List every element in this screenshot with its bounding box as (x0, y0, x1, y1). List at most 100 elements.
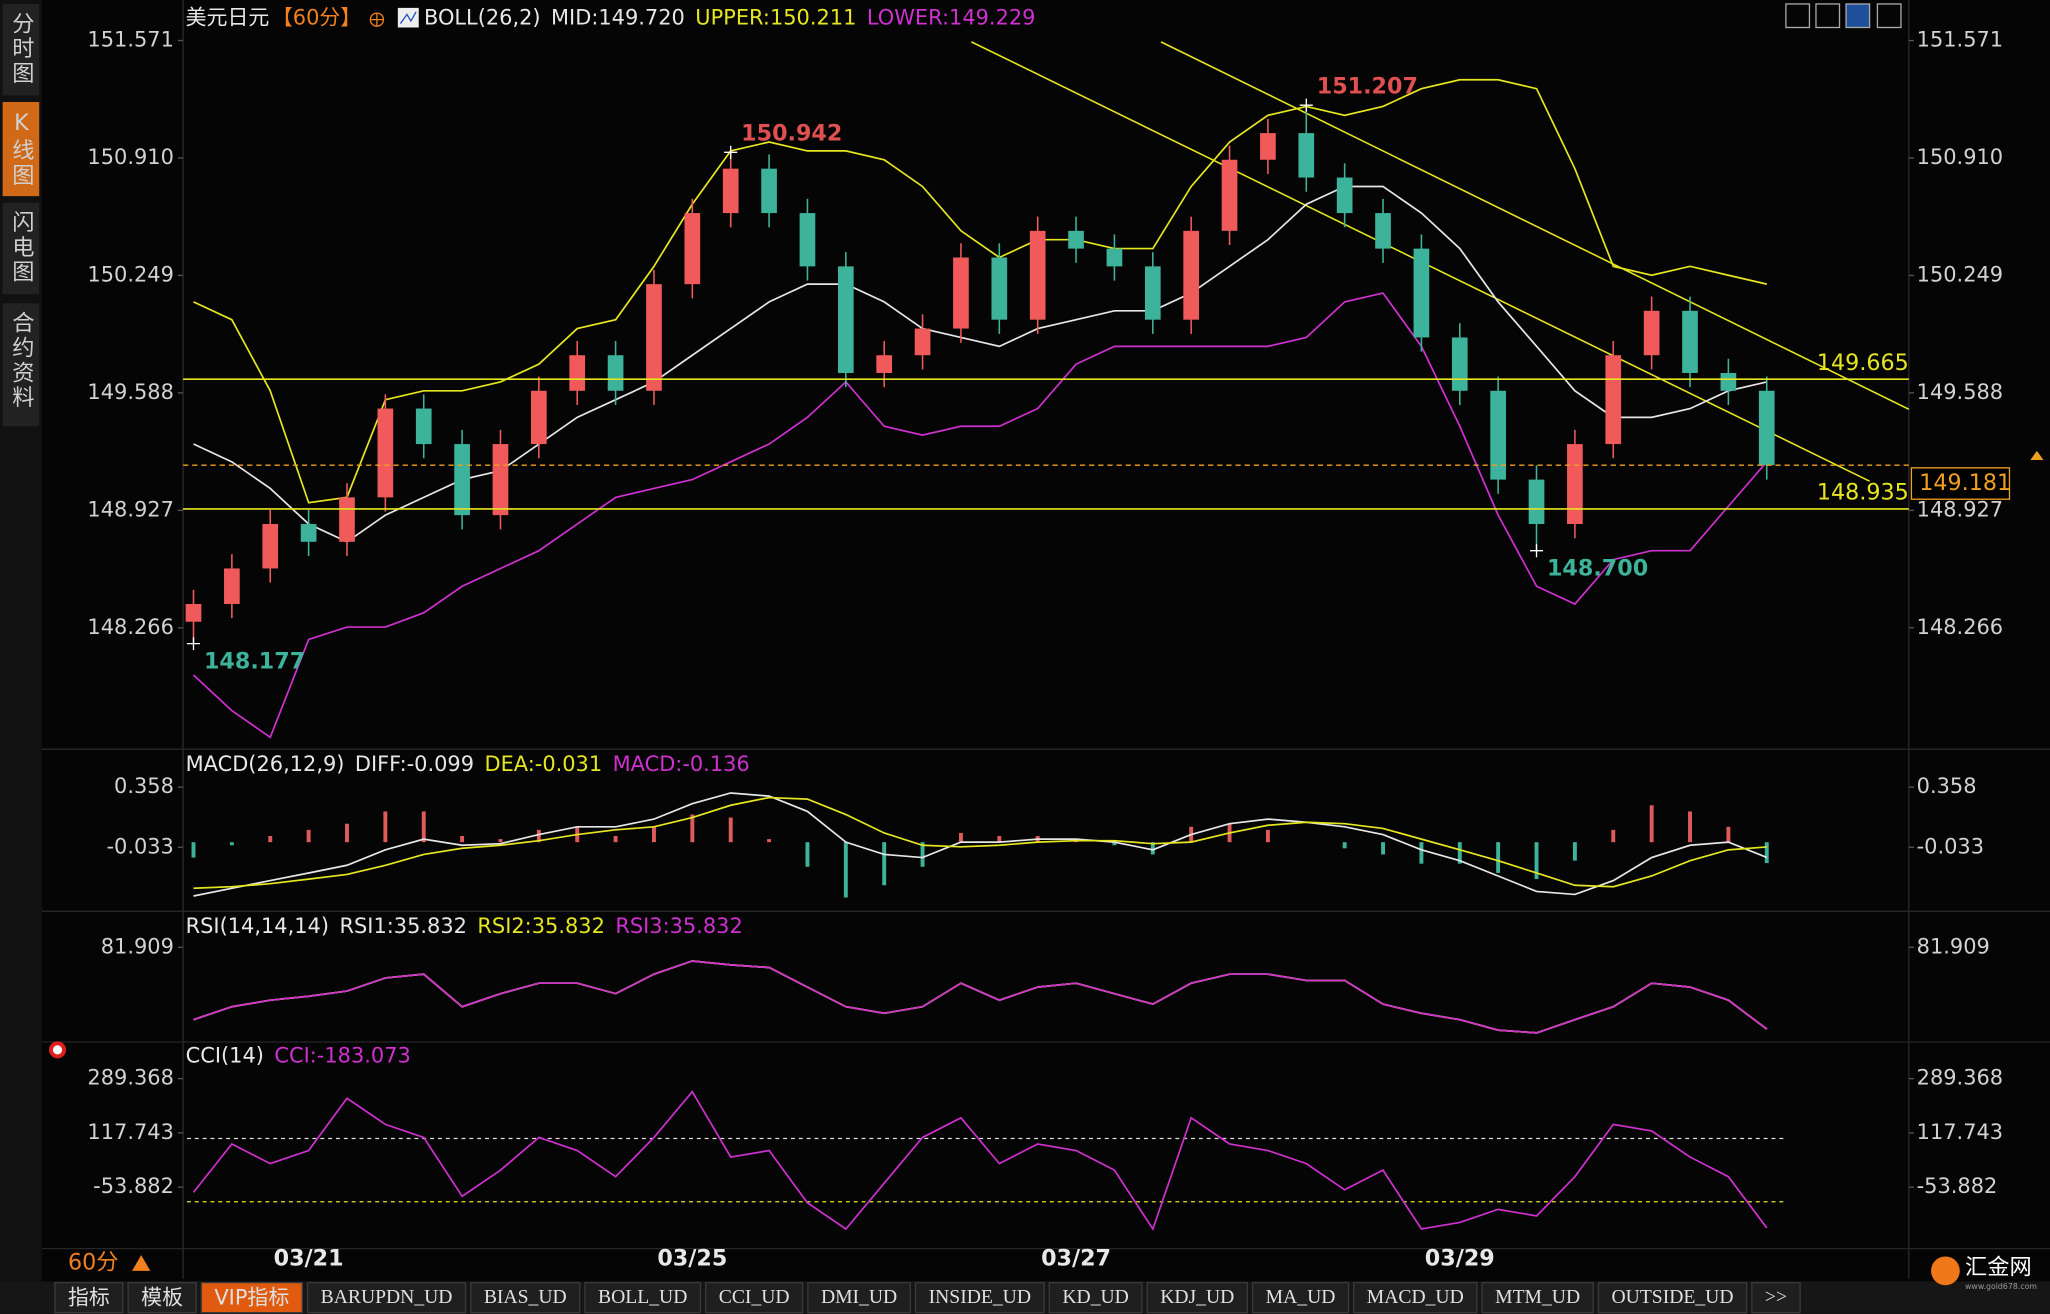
logo-icon (1931, 1256, 1960, 1286)
tab-label[interactable]: INSIDE_UD (929, 1287, 1031, 1308)
tab-label[interactable]: BOLL_UD (598, 1287, 687, 1308)
candle-body (415, 408, 432, 445)
toolbar-icons (1785, 3, 1902, 29)
sidebar-label[interactable]: 合约资料 (8, 311, 34, 411)
y-tick-label-right: 117.743 (1917, 1120, 2003, 1144)
sidebar-tab[interactable] (2, 303, 40, 427)
tab[interactable] (200, 1281, 303, 1314)
candle-body (876, 355, 893, 373)
tab[interactable] (1481, 1281, 1594, 1314)
y-tick-label: 0.358 (114, 774, 174, 798)
candle-body (1260, 133, 1276, 160)
horizontal-line-label: 148.935 (1817, 480, 1909, 506)
x-tick-label: 03/29 (1425, 1246, 1495, 1272)
add-icon[interactable] (370, 13, 384, 27)
candle-body (1068, 230, 1084, 249)
high-label: 151.207 (1317, 73, 1418, 99)
y-tick-label: 117.743 (87, 1120, 173, 1144)
tab-label[interactable]: 模板 (141, 1285, 183, 1309)
tab[interactable] (1353, 1281, 1478, 1314)
tool-icon[interactable] (1845, 3, 1871, 29)
candle-body (377, 408, 394, 498)
candle-body (569, 355, 586, 391)
tab-label[interactable]: MA_UD (1266, 1287, 1336, 1308)
candle-body (761, 168, 777, 214)
tab-label[interactable]: DMI_UD (821, 1287, 897, 1308)
tab[interactable] (1146, 1281, 1249, 1314)
tab-label[interactable]: KD_UD (1062, 1287, 1128, 1308)
low-label: 148.700 (1547, 555, 1648, 581)
candle-body (339, 497, 355, 542)
candle-body (991, 257, 1008, 320)
sidebar-tab[interactable] (2, 3, 40, 96)
tab[interactable] (1751, 1281, 1801, 1314)
sidebar-tab[interactable] (2, 202, 40, 295)
footer-period: 60分 (68, 1249, 119, 1275)
tab[interactable] (1048, 1281, 1143, 1314)
tab-label[interactable]: KDJ_UD (1160, 1287, 1234, 1308)
candle-body (1490, 390, 1506, 480)
y-tick-label-right: 150.249 (1917, 262, 2003, 286)
tab-label[interactable]: >> (1765, 1287, 1787, 1308)
indicator-icon (399, 11, 417, 24)
y-tick-label-right: 148.927 (1917, 497, 2003, 521)
tab-label[interactable]: CCI_UD (719, 1287, 790, 1308)
candle-body (530, 390, 547, 445)
y-tick-label-right: 0.358 (1917, 774, 1977, 798)
tab-label[interactable]: VIP指标 (214, 1285, 289, 1309)
legend-entry: DEA:-0.031 (484, 752, 602, 776)
last-price-label: 149.181 (1919, 470, 2011, 496)
y-tick-label: 148.927 (87, 497, 173, 521)
extreme-marker (724, 145, 738, 159)
tab[interactable] (306, 1281, 467, 1314)
tab[interactable] (127, 1281, 197, 1314)
tab-label[interactable]: BARUPDN_UD (321, 1287, 453, 1308)
candle-body (1720, 372, 1737, 391)
candle-body (185, 603, 202, 622)
candle-body (1183, 230, 1200, 320)
candle-body (492, 444, 509, 516)
tab-label[interactable]: MACD_UD (1367, 1287, 1464, 1308)
tab-label[interactable]: MTM_UD (1495, 1287, 1580, 1308)
tab[interactable] (807, 1281, 911, 1314)
candle-body (1643, 310, 1660, 356)
candle-body (1298, 133, 1315, 178)
series-line (193, 796, 1767, 890)
legend-entry: RSI2:35.832 (477, 914, 604, 938)
tab[interactable] (584, 1281, 702, 1314)
period-arrow[interactable] (132, 1255, 151, 1271)
candle-body (262, 524, 279, 569)
tool-icon[interactable] (1785, 3, 1811, 29)
legend-entry: LOWER:149.229 (867, 5, 1036, 29)
tab[interactable] (1597, 1281, 1748, 1314)
legend-entry: MACD:-0.136 (613, 752, 750, 776)
tool-icon[interactable] (1876, 3, 1902, 29)
candle-body (684, 213, 701, 285)
tab[interactable] (705, 1281, 804, 1314)
tab-label[interactable]: 指标 (68, 1285, 110, 1309)
legend-entry: UPPER:150.211 (695, 5, 856, 29)
tab[interactable] (470, 1281, 581, 1314)
candle-body (1375, 213, 1391, 249)
chart-title: 美元日元 (186, 5, 270, 29)
tab[interactable] (54, 1281, 124, 1314)
sidebar-label[interactable]: K线图 (8, 110, 34, 188)
indicator-name: RSI(14,14,14) (186, 914, 329, 938)
y-tick-label: 289.368 (87, 1066, 173, 1090)
sidebar-label[interactable]: 闪电图 (8, 210, 34, 285)
y-tick-label: 148.266 (87, 615, 173, 639)
series-line (193, 960, 1768, 1034)
tab-label[interactable]: BIAS_UD (484, 1287, 567, 1308)
candle-body (1029, 230, 1046, 320)
tool-icon[interactable] (1815, 3, 1841, 29)
y-tick-label: -0.033 (106, 834, 173, 858)
tab[interactable] (914, 1281, 1045, 1314)
sidebar-tab[interactable] (2, 102, 40, 197)
tab[interactable] (1251, 1281, 1350, 1314)
tab-label[interactable]: OUTSIDE_UD (1612, 1287, 1734, 1308)
sidebar-label[interactable]: 分时图 (8, 11, 34, 86)
logo-url: www.gold678.com (1965, 1282, 2037, 1291)
